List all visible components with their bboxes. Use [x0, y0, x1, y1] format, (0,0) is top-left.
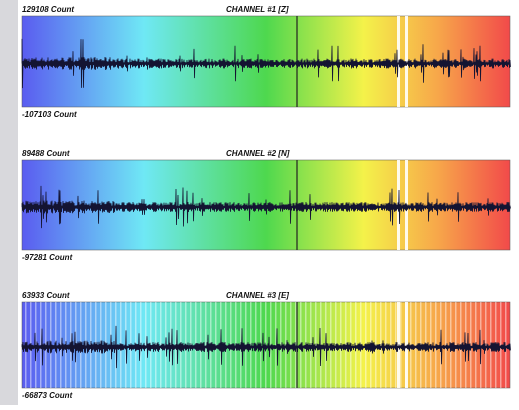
channel-panel: 129108 Count CHANNEL #1 [Z] -107103 Count	[21, 5, 511, 119]
max-label: 129108 Count	[22, 5, 74, 14]
left-edge	[0, 0, 18, 405]
min-label: -107103 Count	[22, 110, 77, 119]
waveform	[21, 185, 511, 229]
min-label: -66873 Count	[22, 391, 73, 400]
max-label: 63933 Count	[22, 291, 70, 300]
channel-panel: 89488 Count CHANNEL #2 [N] -97281 Count	[21, 149, 511, 262]
channel-title: CHANNEL #3 [E]	[226, 291, 289, 300]
channel-title: CHANNEL #1 [Z]	[226, 5, 289, 14]
min-label: -97281 Count	[22, 253, 73, 262]
gap	[405, 302, 408, 388]
channel-panel: 63933 Count CHANNEL #3 [E] -66873 Count	[21, 291, 511, 400]
channel-title: CHANNEL #2 [N]	[226, 149, 290, 158]
max-label: 89488 Count	[22, 149, 70, 158]
gap	[405, 16, 408, 107]
waveform	[21, 325, 511, 369]
waveform	[21, 38, 511, 89]
gap	[397, 302, 400, 388]
